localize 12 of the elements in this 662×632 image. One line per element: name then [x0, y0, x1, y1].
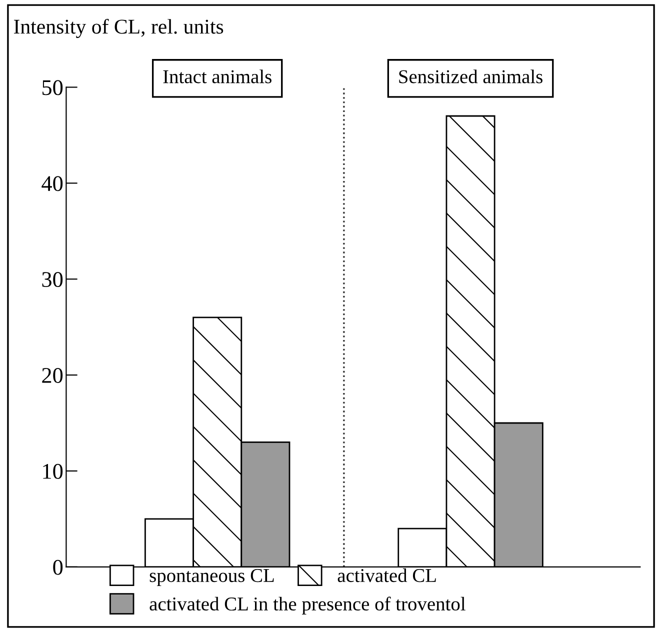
legend-label: spontaneous CL: [150, 569, 274, 586]
x-tick-label: Intact animals: [163, 70, 272, 84]
y-axis-title: Intensity of CL, rel. units: [14, 18, 224, 38]
legend-label: activated CL in the presence of troventol: [150, 596, 466, 614]
legend-label: activated CL: [338, 568, 436, 582]
y-tick-label: 40: [42, 176, 63, 192]
y-tick-label: 30: [42, 272, 63, 288]
x-tick-label: Sensitized animals: [399, 70, 542, 84]
y-tick-label: 20: [42, 368, 63, 383]
y-tick-label: 0: [53, 560, 63, 575]
y-tick-label: 10: [43, 464, 63, 479]
y-tick-label: 50: [42, 80, 63, 96]
